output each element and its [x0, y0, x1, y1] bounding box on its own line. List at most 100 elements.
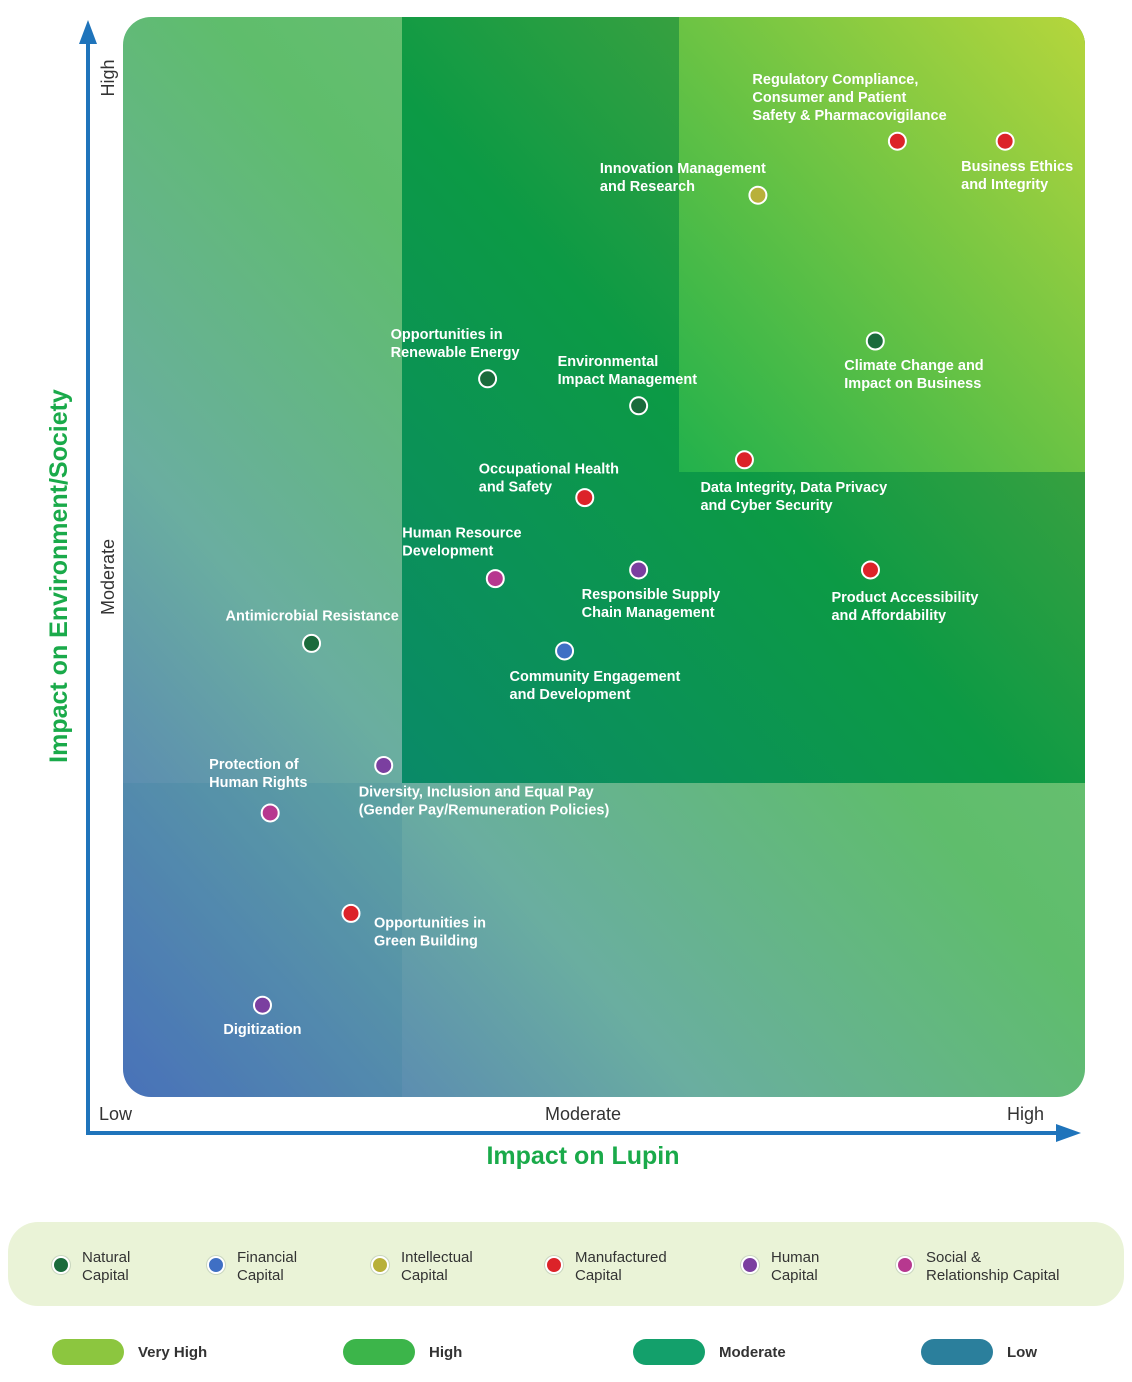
- point-label: and Cyber Security: [700, 498, 832, 514]
- matrix-point: Responsible Supply Chain Management: [582, 560, 721, 621]
- capital-dot-icon: [207, 1256, 225, 1274]
- point-label: Development: [402, 544, 493, 560]
- impact-legend-label: High: [429, 1343, 463, 1361]
- point-marker: [260, 803, 280, 823]
- point-marker: [629, 560, 649, 580]
- point-marker: [252, 995, 272, 1015]
- x-tick-high: High: [1007, 1104, 1044, 1124]
- point-label: Opportunities in: [391, 327, 503, 343]
- point-label: Innovation Management: [600, 161, 766, 177]
- impact-legend-label: Moderate: [719, 1343, 786, 1361]
- capital-legend-item: Natural Capital: [52, 1249, 242, 1285]
- capital-legend-item: Human Capital: [741, 1249, 931, 1285]
- point-label: Responsible Supply: [582, 587, 721, 603]
- capital-dot-icon: [371, 1256, 389, 1274]
- capital-legend-label: Natural Capital: [82, 1249, 131, 1284]
- point-label: Occupational Health: [479, 462, 619, 478]
- point-label: and Research: [600, 179, 695, 195]
- point-marker: [341, 903, 361, 923]
- impact-legend-item: Moderate: [633, 1339, 786, 1365]
- point-marker: [887, 131, 907, 151]
- impact-swatch: [343, 1339, 415, 1365]
- point-marker: [865, 331, 885, 351]
- point-label: Antimicrobial Resistance: [226, 608, 399, 624]
- x-tick-moderate: Moderate: [545, 1104, 621, 1124]
- point-label: Safety & Pharmacovigilance: [752, 108, 946, 124]
- point-marker: [302, 633, 322, 653]
- point-label: Digitization: [223, 1022, 301, 1038]
- capital-legend: [8, 1222, 1124, 1306]
- capital-dot-icon: [896, 1256, 914, 1274]
- capital-dot-icon: [545, 1256, 563, 1274]
- x-axis-title: Impact on Lupin: [486, 1142, 679, 1170]
- zone-very-high: [679, 17, 1085, 472]
- capital-legend-item: Financial Capital: [207, 1249, 397, 1285]
- matrix-point: Product Accessibility and Affordability: [831, 560, 978, 624]
- capital-legend-label: Financial Capital: [237, 1249, 298, 1284]
- point-marker: [860, 560, 880, 580]
- point-marker: [478, 369, 498, 389]
- point-label: and Affordability: [831, 608, 946, 624]
- point-label: and Safety: [479, 480, 552, 496]
- matrix-point: Environmental Impact Management: [558, 354, 698, 416]
- point-label: Opportunities in: [374, 915, 486, 931]
- point-label: Product Accessibility: [831, 590, 978, 606]
- matrix-point: Digitization: [223, 995, 302, 1038]
- matrix-point: Opportunities in Renewable Energy: [391, 327, 520, 389]
- point-marker: [629, 396, 649, 416]
- point-label: Data Integrity, Data Privacy: [700, 480, 887, 496]
- matrix-point: Community Engagement and Development: [510, 641, 681, 703]
- capital-dot-icon: [741, 1256, 759, 1274]
- y-axis-title: Impact on Environment/Society: [45, 389, 73, 763]
- axes: [79, 20, 1081, 1142]
- point-label: Impact on Business: [844, 376, 981, 392]
- point-marker: [485, 569, 505, 589]
- point-label: Impact Management: [558, 372, 698, 388]
- point-label: Chain Management: [582, 605, 715, 621]
- capital-legend-label: Social & Relationship Capital: [926, 1249, 1060, 1284]
- matrix-point: Regulatory Compliance, Consumer and Patie…: [752, 72, 947, 151]
- x-tick-low: Low: [99, 1104, 133, 1124]
- capital-legend-label: Manufactured Capital: [575, 1249, 667, 1284]
- point-label: Green Building: [374, 933, 478, 949]
- point-marker: [555, 641, 575, 661]
- capital-legend-item: Manufactured Capital: [545, 1249, 735, 1285]
- matrix-point: Innovation Management and Research: [600, 161, 768, 205]
- matrix-point: Human Resource Development: [402, 526, 522, 589]
- matrix-point: Business Ethics and Integrity: [961, 131, 1073, 193]
- capital-legend-item: Intellectual Capital: [371, 1249, 561, 1285]
- matrix-point: Data Integrity, Data Privacy and Cyber Se…: [700, 450, 887, 514]
- point-label: Renewable Energy: [391, 345, 520, 361]
- capital-legend-label: Intellectual Capital: [401, 1249, 473, 1284]
- point-label: and Development: [510, 687, 631, 703]
- impact-swatch: [633, 1339, 705, 1365]
- point-marker: [734, 450, 754, 470]
- y-axis-arrow: [79, 20, 97, 44]
- point-label: (Gender Pay/Remuneration Policies): [359, 802, 610, 818]
- point-label: Consumer and Patient: [752, 90, 906, 106]
- materiality-matrix: Low Moderate High High Moderate Impact o…: [45, 17, 1085, 1170]
- point-label: Human Rights: [209, 775, 307, 791]
- point-marker: [374, 755, 394, 775]
- capital-legend-item: Social & Relationship Capital: [896, 1249, 1086, 1285]
- impact-swatch: [921, 1339, 993, 1365]
- impact-legend-label: Very High: [138, 1343, 208, 1361]
- matrix-point: Climate Change and Impact on Business: [844, 331, 984, 392]
- impact-zones: [123, 17, 1085, 1097]
- point-label: Human Resource: [402, 526, 521, 542]
- point-label: Community Engagement: [510, 669, 681, 685]
- point-label: Business Ethics: [961, 159, 1073, 175]
- x-axis-arrow: [1056, 1124, 1081, 1142]
- capital-dot-icon: [52, 1256, 70, 1274]
- data-points: Regulatory Compliance, Consumer and Patie…: [209, 72, 1073, 1038]
- matrix-point: Protection of Human Rights: [209, 757, 307, 823]
- matrix-point: Antimicrobial Resistance: [226, 608, 399, 653]
- capital-legend-label: Human Capital: [771, 1249, 820, 1284]
- point-label: Protection of: [209, 757, 299, 773]
- impact-legend-item: High: [343, 1339, 462, 1365]
- matrix-point: Diversity, Inclusion and Equal Pay (Gende…: [359, 755, 610, 818]
- point-marker: [748, 185, 768, 205]
- matrix-point: Opportunities in Green Building: [341, 903, 486, 949]
- matrix-point: Occupational Health and Safety: [479, 462, 619, 508]
- point-label: Climate Change and: [844, 358, 983, 374]
